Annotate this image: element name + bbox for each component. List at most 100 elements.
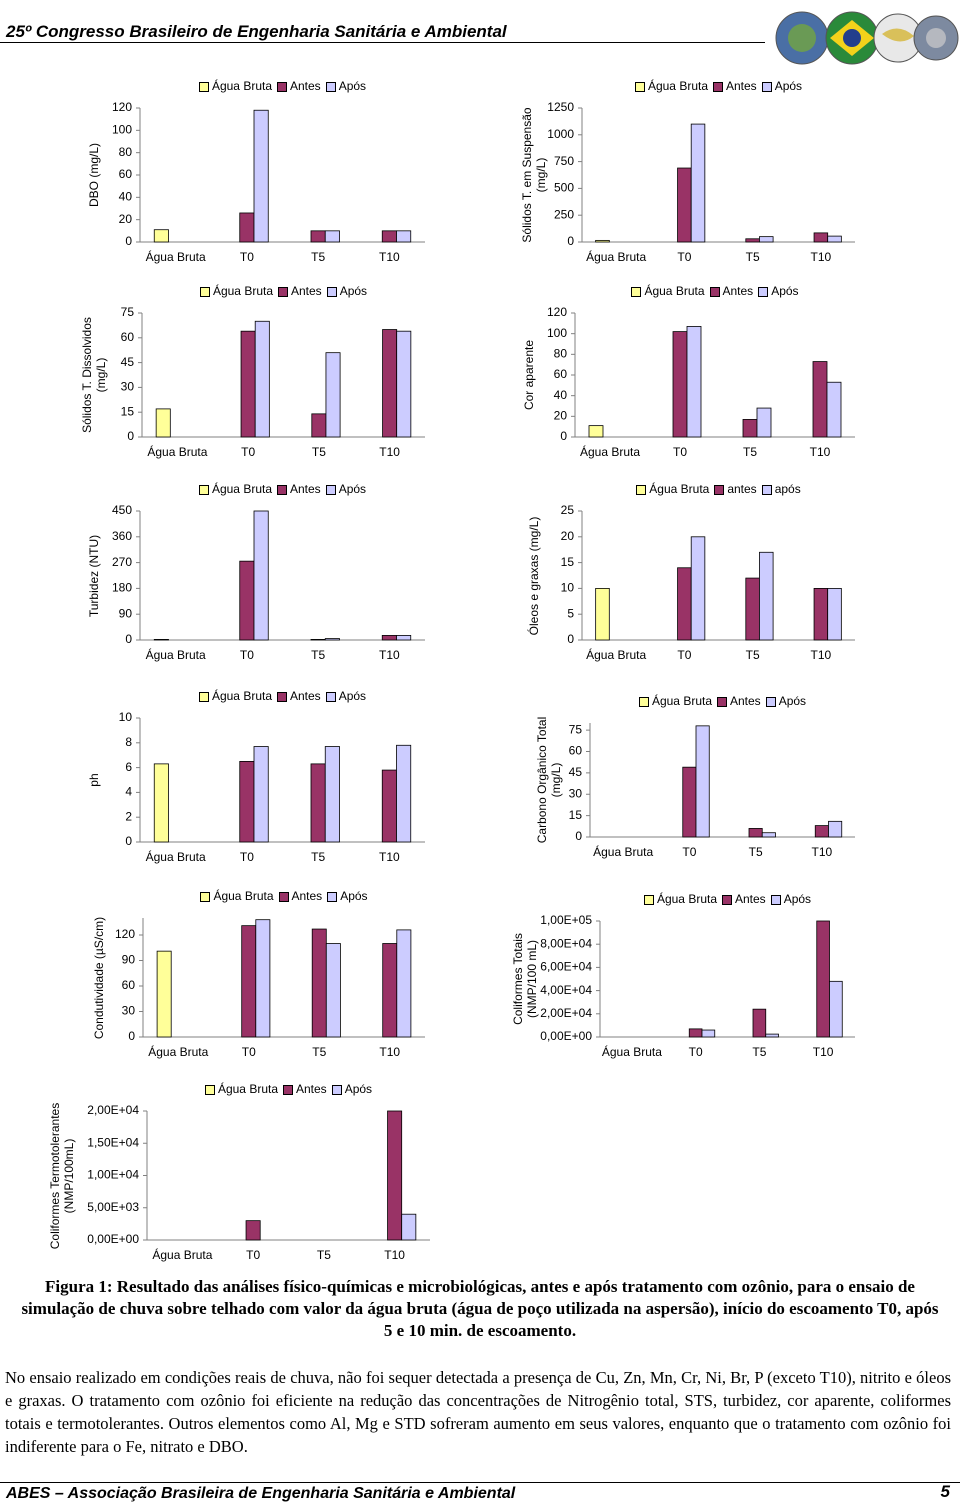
y-tick-label: 0,00E+00 <box>87 1232 139 1246</box>
y-tick-label: 1000 <box>547 127 574 141</box>
chart-plot: 0 20 40 60 80 100 120 Água Bruta T0 T5 T10 <box>112 100 425 264</box>
bar <box>761 832 776 838</box>
y-tick-label: 15 <box>121 404 135 418</box>
legend-label: Antes <box>730 694 761 708</box>
y-tick-label: 4,00E+04 <box>540 983 592 997</box>
chart-plot: 0 90 180 270 360 450 Água Bruta T0 T5 T10 <box>112 503 425 662</box>
x-tick-label: Água Bruta <box>586 249 646 264</box>
x-tick-label: T5 <box>317 1248 331 1262</box>
chart: 0 20 40 60 80 100 120 Água Bruta T0 T5 T10 Água Bru… <box>515 280 860 465</box>
legend-swatch <box>634 81 645 92</box>
chart-plot: 0 250 500 750 1000 1250 Água Bruta T0 T5 T10 <box>547 100 855 264</box>
x-tick-label: T0 <box>673 445 687 459</box>
y-tick-label: 40 <box>554 388 568 402</box>
y-tick-label: 5 <box>567 606 574 620</box>
legend-swatch <box>325 81 336 92</box>
legend-swatch <box>765 696 776 707</box>
bar <box>690 536 706 641</box>
y-tick-label: 120 <box>112 100 132 114</box>
legend: Água Bruta Antes Após <box>600 892 855 906</box>
legend-label: Após <box>340 889 368 903</box>
page-number: 5 <box>940 1482 950 1501</box>
y-tick-label: 10 <box>561 581 575 595</box>
y-tick-label: 75 <box>121 305 135 319</box>
y-tick-label: 750 <box>554 154 574 168</box>
legend-swatch <box>204 1084 215 1095</box>
bar <box>324 746 340 843</box>
legend-item: Água Bruta <box>198 79 272 93</box>
legend-item: Água Bruta <box>198 689 272 703</box>
legend: Água Bruta antes após <box>582 482 855 496</box>
y-tick-label: 40 <box>119 190 133 204</box>
legend-swatch <box>278 891 289 902</box>
y-tick-label: 180 <box>112 581 132 595</box>
legend-swatch <box>770 894 781 905</box>
bar <box>765 1033 779 1038</box>
bar <box>310 763 326 843</box>
bar <box>695 725 710 838</box>
x-tick-label: T10 <box>379 250 400 264</box>
legend-label: Antes <box>291 889 323 903</box>
legend-label: Água Bruta <box>217 1082 278 1096</box>
y-tick-label: 120 <box>547 305 567 319</box>
y-tick-label: 45 <box>569 765 583 779</box>
chart-plot: 0,00E+00 5,00E+03 1,00E+04 1,50E+04 2,00E+04… <box>87 1103 430 1262</box>
bar <box>829 980 843 1038</box>
legend-item: Antes <box>278 284 322 298</box>
x-tick-label: T0 <box>241 445 255 459</box>
chart: 0 2 4 6 8 10 Água Bruta T0 T5 T10 Água Bruta Antes A… <box>80 685 430 870</box>
y-tick-label: 75 <box>569 722 583 736</box>
x-tick-label: T10 <box>811 250 832 264</box>
x-tick-label: T5 <box>312 445 326 459</box>
bar <box>255 919 271 1038</box>
legend-swatch <box>277 484 287 495</box>
legend-swatch <box>198 81 209 92</box>
x-tick-label: Água Bruta <box>602 1044 662 1059</box>
legend-item: Após <box>327 889 368 903</box>
legend-item: Antes <box>717 694 761 708</box>
legend-swatch <box>709 286 720 297</box>
bar <box>310 639 326 641</box>
y-tick-label: 0 <box>125 632 132 646</box>
y-axis-title: DBO (mg/L) <box>87 143 101 208</box>
footer-text: ABES – Associação Brasileira de Engenhar… <box>6 1485 516 1502</box>
legend-swatch <box>631 286 642 297</box>
bar <box>690 123 706 243</box>
x-tick-label: T0 <box>240 648 254 662</box>
x-tick-label: T10 <box>810 445 831 459</box>
y-tick-label: 15 <box>569 808 583 822</box>
legend-item: Antes <box>277 482 321 496</box>
y-tick-label: 60 <box>554 367 568 381</box>
bar <box>677 167 692 243</box>
legend: Água Bruta Antes Após <box>140 482 425 496</box>
legend-label: após <box>774 482 801 496</box>
legend-swatch <box>198 484 209 495</box>
legend-item: Água Bruta <box>200 889 274 903</box>
chart-plot: 0 30 60 90 120 Água Bruta T0 T5 T10 <box>115 918 425 1059</box>
bar <box>396 929 412 1038</box>
y-axis-title: Coliformes Termotolerantes (NMP/100mL) <box>48 1102 76 1249</box>
legend-label: Água Bruta <box>647 79 708 93</box>
y-tick-label: 30 <box>569 786 583 800</box>
bar <box>311 413 327 438</box>
legend-label: Antes <box>296 1082 327 1096</box>
header-logos <box>775 11 959 65</box>
legend-item: Após <box>325 79 366 93</box>
legend-item: Antes <box>722 892 766 906</box>
y-tick-label: 0 <box>125 834 132 848</box>
x-tick-label: T10 <box>384 1248 405 1262</box>
legend-swatch <box>761 81 772 92</box>
bar <box>401 1213 417 1241</box>
x-tick-label: Água Bruta <box>586 647 646 662</box>
y-axis-title: Cor aparente <box>522 339 536 411</box>
bar <box>253 746 269 843</box>
bar <box>155 408 171 438</box>
legend-label: Água Bruta <box>213 889 274 903</box>
y-axis-title: Óleos e graxas (mg/L) <box>527 516 541 635</box>
bar <box>396 744 412 843</box>
bar <box>382 329 398 438</box>
legend-swatch <box>278 286 288 297</box>
bar <box>827 588 842 641</box>
x-tick-label: T5 <box>746 648 760 662</box>
bar <box>156 950 172 1038</box>
